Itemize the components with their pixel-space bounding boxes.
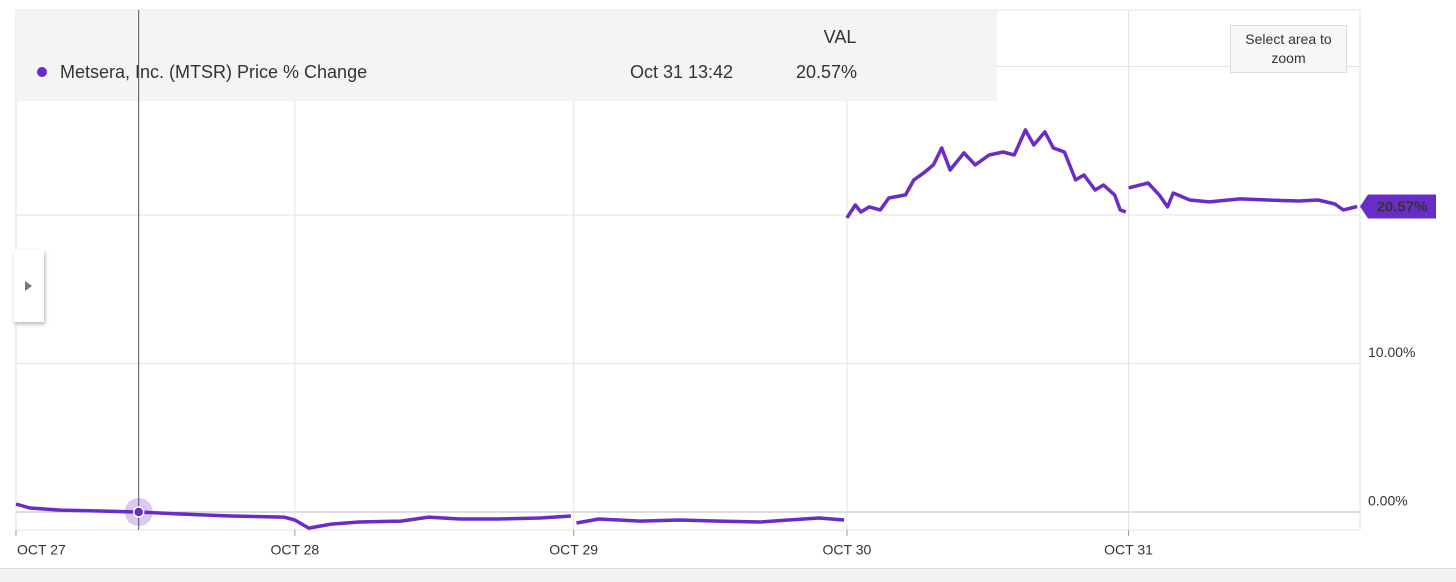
legend-label: Metsera, Inc. (MTSR) Price % Change	[60, 62, 367, 82]
crosshair-point	[132, 506, 145, 518]
x-tick-label: OCT 29	[549, 542, 598, 558]
tooltip-value: 20.57%	[796, 62, 857, 82]
x-tick-label: OCT 27	[17, 542, 66, 558]
toggle-icon	[25, 281, 32, 291]
footer-bar	[0, 568, 1456, 582]
value-flag	[1360, 194, 1436, 219]
x-tick-label: OCT 30	[823, 542, 872, 558]
sidebar-toggle[interactable]	[14, 250, 44, 322]
marks	[15, 128, 1358, 530]
legend-dot	[37, 67, 47, 77]
value-flag-label: 20.57%	[1377, 198, 1428, 215]
tooltip-panel	[16, 10, 997, 101]
x-tick-label: OCT 31	[1104, 542, 1153, 558]
y-tick-label: 10.00%	[1368, 344, 1415, 360]
zoom-button[interactable]: Select area to zoom	[1230, 25, 1347, 73]
x-tick-label: OCT 28	[270, 542, 319, 558]
y-tick-label: 0.00%	[1368, 493, 1408, 509]
tooltip-time: Oct 31 13:42	[630, 62, 733, 82]
series-line	[15, 128, 1358, 530]
tooltip-header: VAL	[824, 27, 857, 47]
